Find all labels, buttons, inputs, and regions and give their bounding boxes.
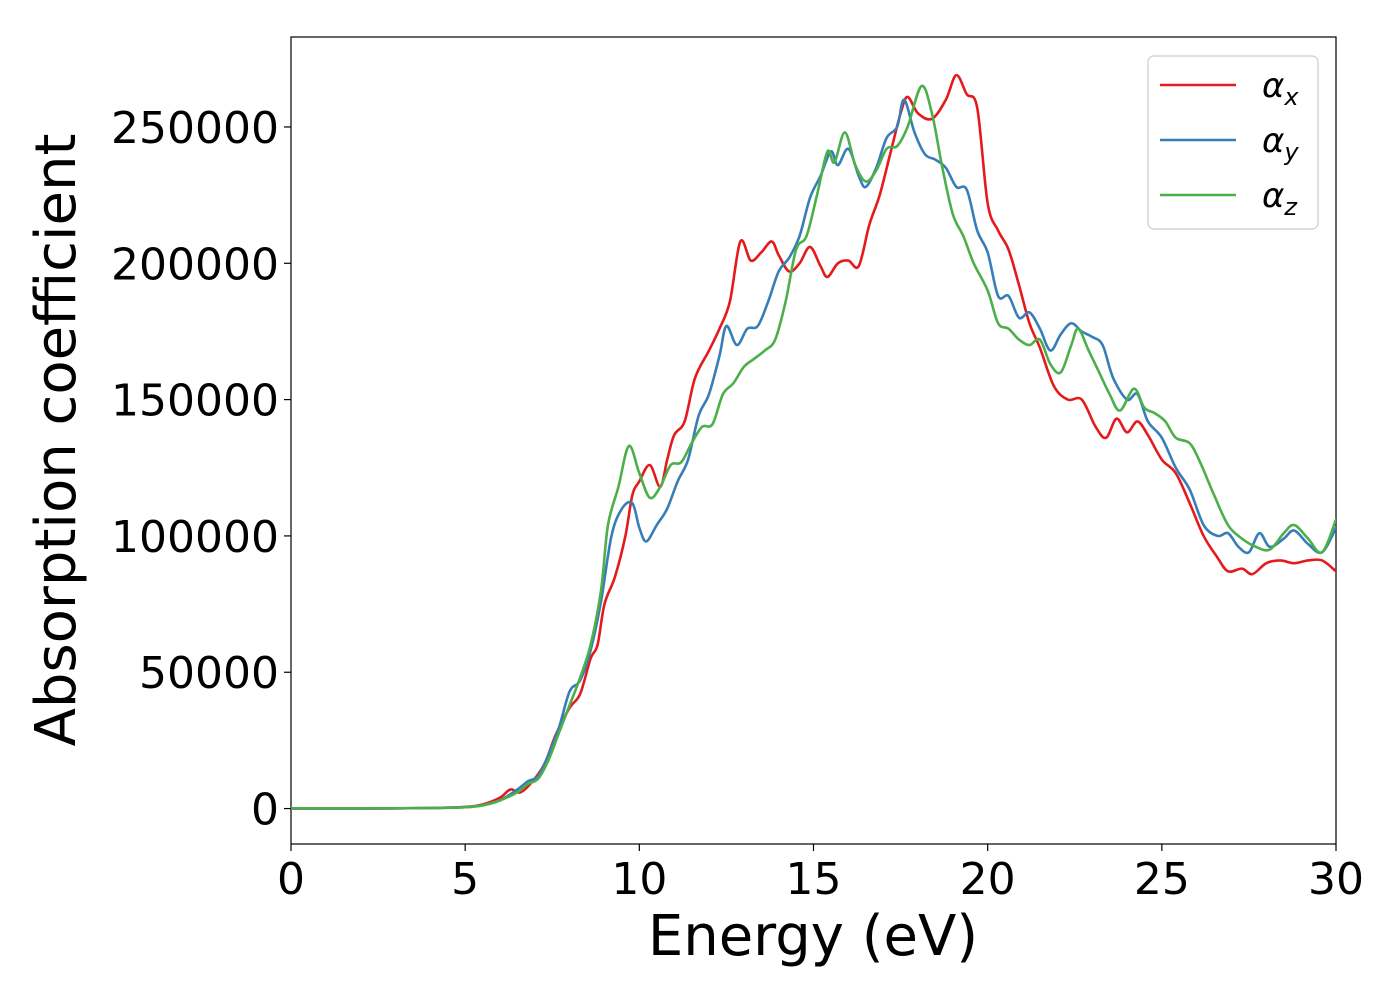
y-tick-label: 50000 xyxy=(139,648,279,699)
series-line-y xyxy=(291,98,1336,810)
legend-label-subscript: y xyxy=(1283,138,1299,166)
legend-label-subscript: x xyxy=(1283,83,1299,111)
x-tick-label: 30 xyxy=(1308,854,1364,905)
x-tick-label: 25 xyxy=(1134,854,1190,905)
x-axis-ticks: 0 5 10 15 20 25 30 xyxy=(277,844,1364,905)
x-tick-label: 5 xyxy=(451,854,479,905)
x-tick-label: 20 xyxy=(960,854,1016,905)
y-tick-label: 0 xyxy=(251,785,279,836)
legend-label-main: α xyxy=(1262,176,1284,216)
legend-label-x: αx xyxy=(1262,66,1299,111)
legend-label-main: α xyxy=(1262,121,1284,161)
legend-box xyxy=(1147,55,1319,230)
x-axis-title: Energy (eV) xyxy=(648,904,978,969)
y-tick-label: 150000 xyxy=(111,376,279,427)
y-axis-title: Absorption coefficient xyxy=(24,134,89,747)
legend-label-main: α xyxy=(1262,66,1284,106)
series-line-x xyxy=(291,73,1336,810)
y-tick-label: 100000 xyxy=(111,512,279,563)
x-tick-label: 15 xyxy=(786,854,842,905)
y-axis-ticks: 0 50000 100000 150000 200000 250000 xyxy=(111,103,291,836)
legend-label-y: αy xyxy=(1262,121,1299,166)
y-tick-label: 250000 xyxy=(111,103,279,154)
x-tick-label: 0 xyxy=(277,854,305,905)
legend-label-z: αz xyxy=(1262,176,1298,221)
series-line-z xyxy=(291,84,1336,810)
y-tick-label: 200000 xyxy=(111,239,279,290)
x-tick-label: 10 xyxy=(611,854,667,905)
series-layer xyxy=(291,73,1336,810)
legend-label-subscript: z xyxy=(1283,193,1298,221)
